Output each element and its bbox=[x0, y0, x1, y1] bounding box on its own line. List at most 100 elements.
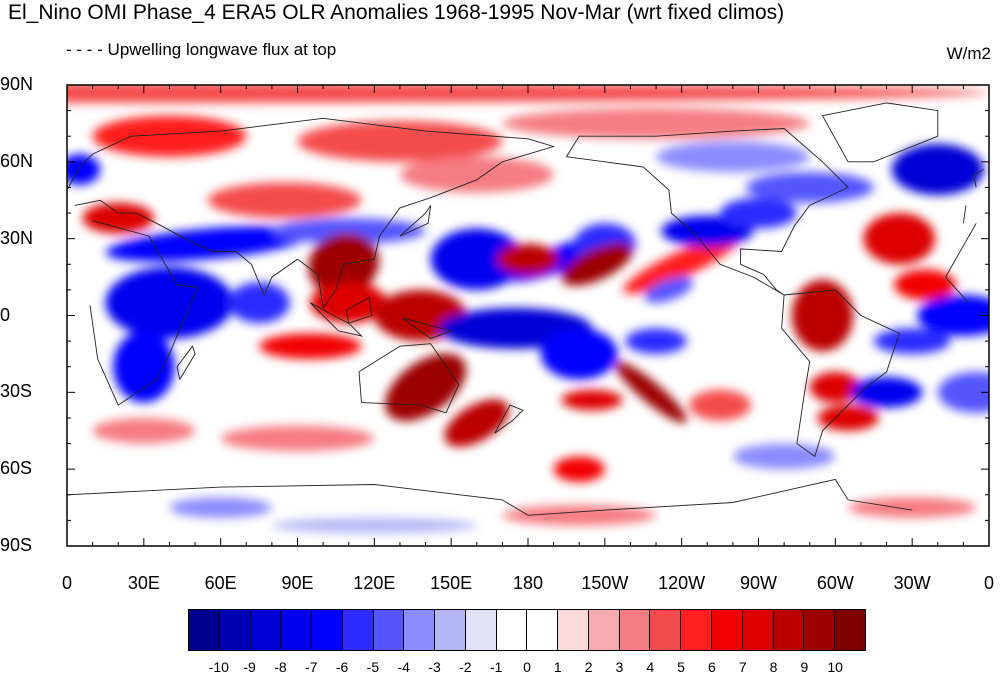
coastlines bbox=[67, 102, 985, 516]
colorbar-swatch bbox=[189, 610, 220, 650]
positive-anomaly-region bbox=[561, 242, 633, 286]
coastline bbox=[176, 345, 196, 380]
positive-anomaly-region bbox=[220, 425, 375, 452]
map-subtitle: - - - - Upwelling longwave flux at top bbox=[66, 40, 337, 59]
positive-anomaly-region bbox=[553, 456, 605, 482]
colorbar-label: -2 bbox=[459, 659, 472, 675]
coastline bbox=[973, 169, 985, 188]
latitude-label: 30N bbox=[0, 227, 34, 248]
longitude-label: 180 bbox=[512, 573, 544, 593]
positive-anomaly-region bbox=[92, 417, 196, 444]
longitude-label: 0 bbox=[61, 573, 73, 593]
longitude-label: 150W bbox=[581, 573, 629, 593]
map-title: El_Nino OMI Phase_4 ERA5 OLR Anomalies 1… bbox=[8, 1, 785, 24]
colorbar-label: 3 bbox=[615, 659, 624, 675]
colorbar-swatch bbox=[404, 610, 436, 650]
coastline bbox=[821, 102, 939, 163]
colorbar-swatch bbox=[558, 610, 589, 650]
negative-anomaly-region bbox=[732, 443, 836, 470]
longitude-label: 150E bbox=[430, 573, 473, 593]
colorbar-swatch bbox=[312, 610, 343, 650]
coastline bbox=[67, 117, 967, 309]
colorbar-swatch bbox=[835, 610, 865, 650]
colorbar-label: -6 bbox=[335, 659, 349, 675]
negative-anomaly-region bbox=[873, 328, 951, 354]
colorbar-swatch bbox=[281, 610, 313, 650]
units-label: W/m2 bbox=[946, 44, 991, 63]
positive-anomaly-region bbox=[82, 202, 155, 234]
colorbar-label: 1 bbox=[553, 659, 562, 675]
coastline bbox=[494, 404, 524, 434]
colorbar-label: 9 bbox=[800, 659, 809, 675]
colorbar-label: -4 bbox=[397, 659, 410, 675]
negative-anomaly-region bbox=[625, 328, 687, 354]
colorbar-label: -5 bbox=[366, 659, 380, 675]
longitude-label: 90W bbox=[739, 573, 778, 593]
colorbar-label: -9 bbox=[243, 659, 256, 675]
colorbar-swatch bbox=[250, 610, 282, 650]
colorbar-swatch bbox=[712, 610, 743, 650]
negative-anomaly-region bbox=[720, 197, 797, 229]
colorbar-label: 7 bbox=[738, 659, 747, 675]
positive-anomaly-region bbox=[207, 182, 362, 219]
colorbar-swatch bbox=[681, 610, 713, 650]
longitude-label: 0 bbox=[983, 573, 995, 593]
negative-anomaly-region bbox=[430, 228, 523, 290]
positive-anomaly-region bbox=[809, 371, 861, 403]
positive-anomaly-region bbox=[92, 115, 247, 157]
colorbar-swatch bbox=[435, 610, 466, 650]
latitude-label: 0 bbox=[0, 304, 11, 325]
colorbar-swatch bbox=[465, 610, 497, 650]
positive-anomaly-region bbox=[848, 497, 977, 518]
latitude-label: 60N bbox=[0, 150, 34, 171]
colorbar-label: 2 bbox=[584, 659, 593, 675]
colorbar-swatch bbox=[650, 610, 682, 650]
positive-anomaly-region bbox=[502, 108, 810, 139]
coastline bbox=[89, 220, 977, 406]
longitude-label: 60E bbox=[204, 573, 237, 593]
colorbar-label: 0 bbox=[523, 659, 531, 675]
colorbar-label: 6 bbox=[708, 659, 716, 675]
positive-anomaly-region bbox=[863, 213, 936, 265]
longitude-label: 120E bbox=[353, 573, 396, 593]
positive-anomaly-region bbox=[444, 399, 510, 447]
negative-anomaly-region bbox=[540, 328, 618, 380]
latitude-label: 60S bbox=[0, 458, 33, 479]
latitude-label: 90N bbox=[0, 74, 34, 94]
positive-anomaly-region bbox=[894, 269, 956, 301]
colorbar-swatch bbox=[773, 610, 805, 650]
negative-anomaly-region bbox=[745, 172, 874, 203]
negative-anomaly-region bbox=[105, 226, 310, 262]
negative-anomaly-region bbox=[271, 517, 477, 534]
colorbar-label: 8 bbox=[769, 659, 778, 675]
colorbar-swatch bbox=[588, 610, 620, 650]
colorbar-swatch bbox=[342, 610, 374, 650]
colorbar-swatch bbox=[219, 610, 251, 650]
colorbar-label: -8 bbox=[274, 659, 287, 675]
coastline bbox=[402, 317, 453, 340]
positive-anomaly-region bbox=[615, 361, 687, 423]
coastline bbox=[566, 128, 849, 296]
colorbar-swatch bbox=[527, 610, 559, 650]
coastline bbox=[399, 205, 432, 237]
colorbar-label: -10 bbox=[208, 659, 229, 675]
positive-anomaly-region bbox=[399, 156, 554, 193]
coastline bbox=[309, 302, 363, 337]
negative-anomaly-region bbox=[644, 276, 694, 303]
colorbar-label: 5 bbox=[677, 659, 685, 675]
colorbar-swatch bbox=[804, 610, 836, 650]
negative-anomaly-region bbox=[67, 154, 101, 185]
positive-anomaly-region bbox=[502, 505, 657, 526]
colorbar-label: -1 bbox=[489, 659, 503, 675]
positive-anomaly-region bbox=[791, 279, 854, 352]
positive-anomaly-region bbox=[689, 389, 751, 421]
anomaly-field bbox=[67, 85, 989, 534]
longitude-label: 30E bbox=[127, 573, 160, 593]
colorbar-label: -3 bbox=[428, 659, 441, 675]
negative-anomaly-region bbox=[228, 282, 290, 324]
colorbar-swatch bbox=[619, 610, 651, 650]
longitude-label: 90E bbox=[281, 573, 314, 593]
colorbar-label: 4 bbox=[646, 659, 655, 675]
positive-anomaly-region bbox=[561, 389, 623, 411]
